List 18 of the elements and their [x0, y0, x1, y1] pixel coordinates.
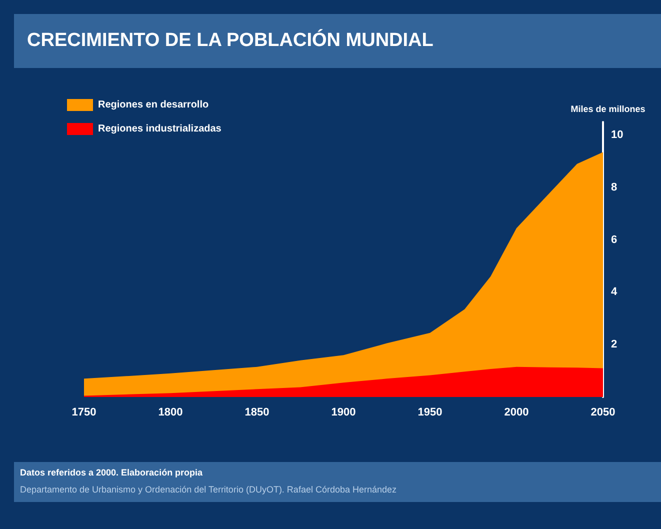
y-tick-label: 8 [611, 181, 618, 194]
text: Datos referidos a 2000. Elaboración propia [20, 468, 204, 478]
x-tick-label: 1950 [418, 406, 442, 418]
legend-label: Regiones industrializadas [98, 124, 222, 134]
x-tick-label: 1800 [158, 406, 183, 418]
x-tick-label: 1900 [331, 406, 356, 418]
chart-title: CRECIMIENTO DE LA POBLACIÓN MUNDIAL [27, 29, 434, 51]
legend-label: Regiones en desarrollo [98, 100, 209, 110]
x-tick-label: 2050 [590, 406, 616, 418]
y-tick-label: 4 [611, 286, 618, 298]
text: Departamento de Urbanismo y Ordenación del Territorio (DUyOT). Rafael Córdoba Hernández [20, 484, 398, 494]
x-tick-label: 1850 [244, 406, 270, 418]
x-tick-label: 2000 [504, 406, 529, 418]
y-tick-label: 10 [611, 129, 624, 142]
x-tick-label: 1750 [72, 406, 96, 418]
y-tick-label: 2 [611, 338, 618, 351]
y-axis-title: Miles de millones [570, 104, 646, 114]
y-tick-label: 6 [611, 234, 618, 246]
